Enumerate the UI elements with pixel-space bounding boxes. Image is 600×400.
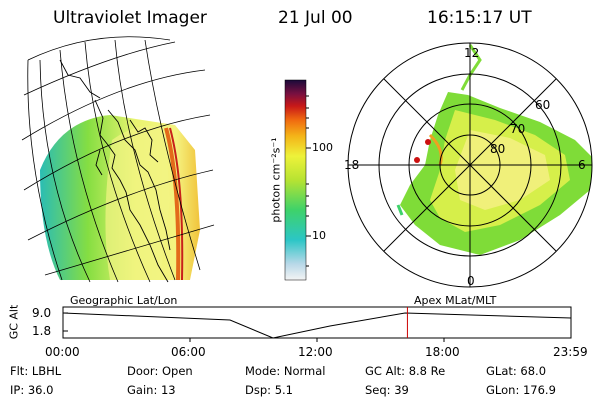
mlat-label-60: 60 xyxy=(535,98,551,112)
status-label: Flt: xyxy=(10,364,29,378)
status-value: 68.0 xyxy=(520,364,547,378)
mlt-label-12: 12 xyxy=(464,46,480,60)
status-label: Door: xyxy=(127,364,159,378)
status-label: GC Alt: xyxy=(365,364,406,378)
timeline-xtick-0000: 00:00 xyxy=(45,345,80,359)
mlat-label-70: 70 xyxy=(510,122,526,136)
status-label: Seq: xyxy=(365,383,391,397)
status-door: Door: Open xyxy=(127,364,193,378)
mlat-label-80: 80 xyxy=(490,142,506,156)
status-value: Normal xyxy=(283,364,326,378)
status-value: 39 xyxy=(394,383,409,397)
status-seq: Seq: 39 xyxy=(365,383,409,397)
timeline-xtick-0600: 06:00 xyxy=(171,345,206,359)
status-gc-alt: GC Alt: 8.8 Re xyxy=(365,364,445,378)
status-mode: Mode: Normal xyxy=(245,364,325,378)
polar-caption: Apex MLat/MLT xyxy=(414,294,497,307)
status-value: 5.1 xyxy=(274,383,293,397)
status-gain: Gain: 13 xyxy=(127,383,176,397)
status-value: 8.8 Re xyxy=(408,364,446,378)
mlt-label-18: 18 xyxy=(344,158,360,172)
geographic-caption: Geographic Lat/Lon xyxy=(70,294,178,307)
status-label: IP: xyxy=(10,383,25,397)
app-title: Ultraviolet Imager xyxy=(53,8,207,28)
status-ip: IP: 36.0 xyxy=(10,383,53,397)
status-label: GLon: xyxy=(486,383,520,397)
status-value: Open xyxy=(161,364,193,378)
status-glat: GLat: 68.0 xyxy=(486,364,546,378)
status-value: 13 xyxy=(160,383,176,397)
mlt-label-6: 6 xyxy=(578,158,586,172)
status-flt: Flt: LBHL xyxy=(10,364,61,378)
timeline-ytick-low: 1.8 xyxy=(32,324,52,338)
status-value: 36.0 xyxy=(27,383,54,397)
status-label: GLat: xyxy=(486,364,517,378)
status-dsp: Dsp: 5.1 xyxy=(245,383,293,397)
status-glon: GLon: 176.9 xyxy=(486,383,556,397)
timeline-xtick-1800: 18:00 xyxy=(425,345,460,359)
status-label: Gain: xyxy=(127,383,158,397)
status-value: 176.9 xyxy=(522,383,556,397)
status-label: Dsp: xyxy=(245,383,272,397)
time-label: 16:15:17 UT xyxy=(427,8,532,28)
date-label: 21 Jul 00 xyxy=(278,8,353,28)
timeline-ytick-high: 9.0 xyxy=(32,306,52,320)
status-value: LBHL xyxy=(31,364,62,378)
timeline-xtick-1200: 12:00 xyxy=(298,345,333,359)
colorbar-tick-10: 10 xyxy=(312,229,326,242)
timeline-xtick-2359: 23:59 xyxy=(553,345,588,359)
timeline-ylabel: GC Alt xyxy=(7,304,21,340)
mlt-label-0: 0 xyxy=(467,274,475,288)
colorbar-tick-100: 100 xyxy=(312,141,333,154)
status-label: Mode: xyxy=(245,364,281,378)
